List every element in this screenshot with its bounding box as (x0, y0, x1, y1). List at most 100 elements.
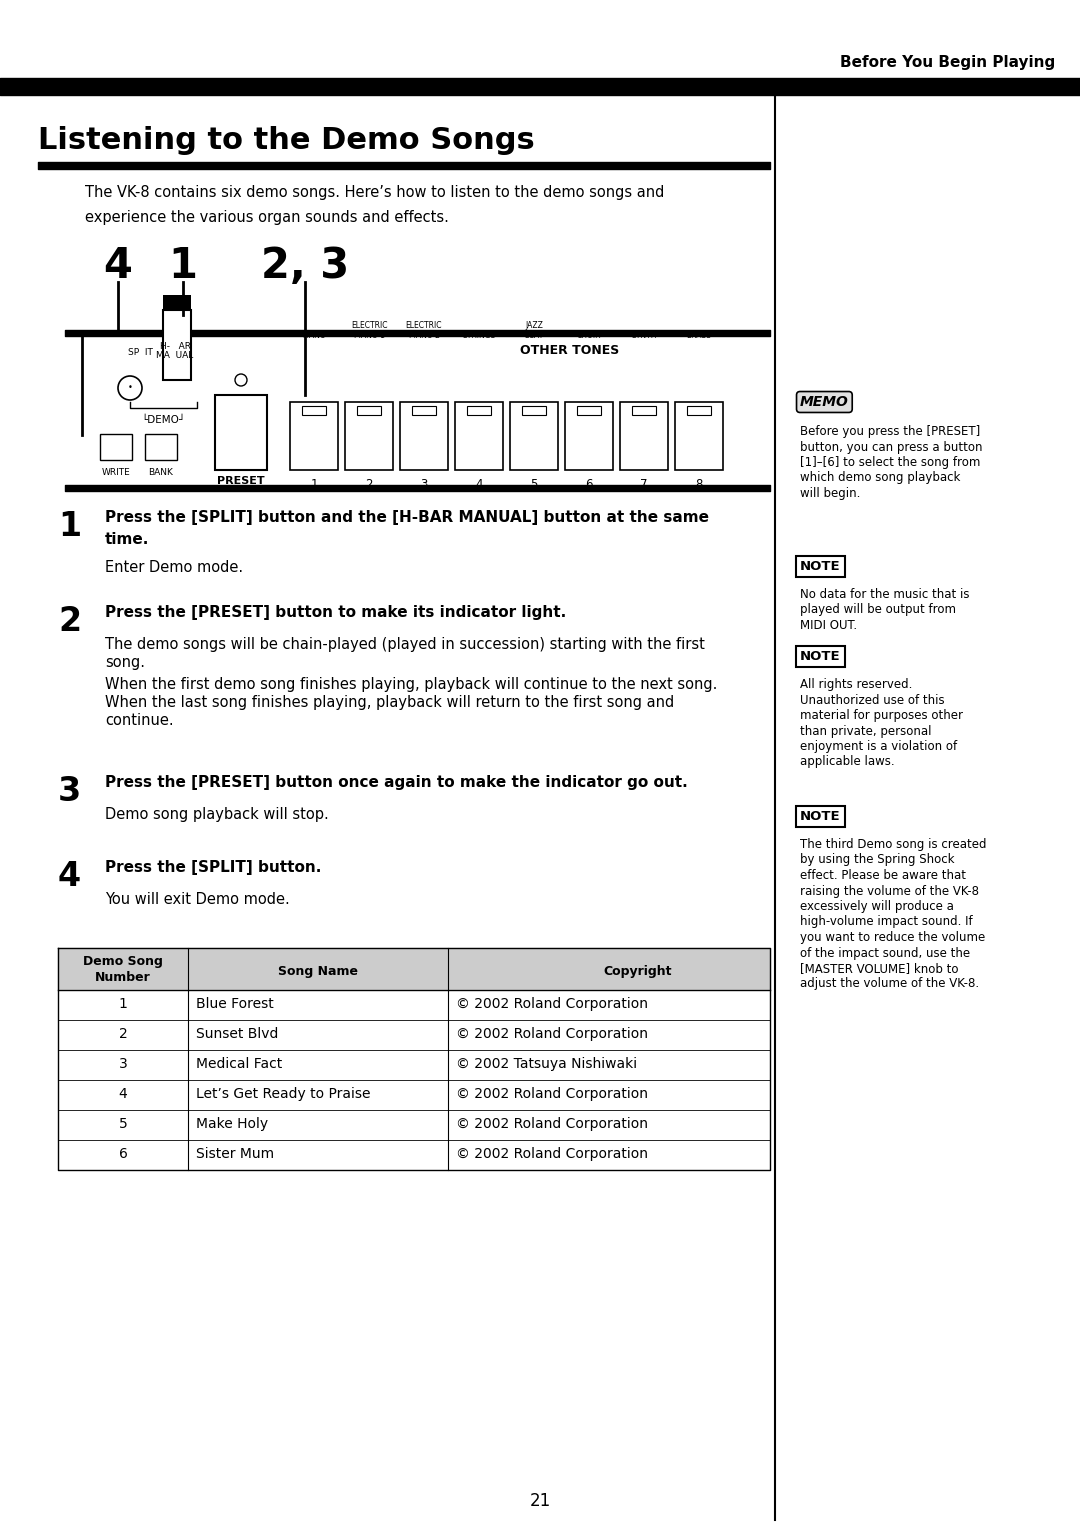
Text: Demo Song
Number: Demo Song Number (83, 955, 163, 984)
Text: 3: 3 (119, 1057, 127, 1071)
Text: Medical Fact: Medical Fact (195, 1057, 282, 1071)
Bar (302, 406, 326, 416)
Text: 3: 3 (58, 775, 81, 808)
Text: by using the Spring Shock: by using the Spring Shock (800, 854, 955, 866)
Bar (357, 406, 381, 416)
Text: 7: 7 (640, 478, 648, 490)
Text: When the first demo song finishes playing, playback will continue to the next so: When the first demo song finishes playin… (105, 677, 717, 692)
Text: 4: 4 (104, 244, 133, 287)
Bar (291, 402, 338, 471)
Text: 1: 1 (58, 510, 81, 542)
Bar (522, 406, 546, 416)
Text: 4: 4 (475, 478, 483, 490)
Text: than private, personal: than private, personal (800, 724, 931, 738)
Text: [1]–[6] to select the song from: [1]–[6] to select the song from (800, 455, 981, 469)
Text: H-   AR: H- AR (160, 342, 190, 351)
Text: 5: 5 (530, 478, 538, 490)
Text: material for purposes other: material for purposes other (800, 709, 963, 723)
Bar (163, 295, 191, 310)
Text: © 2002 Roland Corporation: © 2002 Roland Corporation (456, 996, 648, 1012)
Text: Let’s Get Ready to Praise: Let’s Get Ready to Praise (195, 1086, 370, 1102)
Text: 2: 2 (365, 478, 373, 490)
Text: Enter Demo mode.: Enter Demo mode. (105, 559, 243, 575)
Text: played will be output from: played will be output from (800, 604, 956, 616)
Text: OTHER TONES: OTHER TONES (521, 344, 620, 358)
Text: 4: 4 (119, 1086, 127, 1102)
Text: When the last song finishes playing, playback will return to the first song and: When the last song finishes playing, pla… (105, 695, 674, 711)
Circle shape (235, 374, 247, 387)
Text: 4: 4 (58, 860, 81, 892)
Bar (145, 434, 177, 460)
Text: ELECTRIC
PIANO 2: ELECTRIC PIANO 2 (406, 321, 442, 341)
Text: You will exit Demo mode.: You will exit Demo mode. (105, 892, 289, 908)
Bar (467, 406, 491, 416)
Text: button, you can press a button: button, you can press a button (800, 440, 983, 454)
Text: high-volume impact sound. If: high-volume impact sound. If (800, 915, 973, 929)
Text: BANK: BANK (149, 468, 174, 477)
Text: The VK-8 contains six demo songs. Here’s how to listen to the demo songs and: The VK-8 contains six demo songs. Here’s… (85, 185, 664, 200)
Text: Before you press the [PRESET]: Before you press the [PRESET] (800, 425, 981, 439)
Text: Unauthorized use of this: Unauthorized use of this (800, 694, 945, 706)
Text: BRASS: BRASS (687, 332, 712, 341)
Text: you want to reduce the volume: you want to reduce the volume (800, 931, 985, 944)
Text: Blue Forest: Blue Forest (195, 996, 273, 1012)
Text: Demo song playback will stop.: Demo song playback will stop. (105, 807, 328, 822)
Text: Press the [SPLIT] button.: Press the [SPLIT] button. (105, 860, 322, 876)
Text: Make Holy: Make Holy (195, 1117, 268, 1131)
Text: 3: 3 (420, 478, 428, 490)
Text: JAZZ
SCAT: JAZZ SCAT (525, 321, 543, 341)
Text: Sister Mum: Sister Mum (195, 1148, 274, 1161)
Text: └DEMO┘: └DEMO┘ (140, 416, 185, 425)
Bar (345, 402, 393, 471)
Bar (632, 406, 656, 416)
Text: 1: 1 (119, 996, 127, 1012)
Text: WRITE: WRITE (102, 468, 131, 477)
Text: SYNTH: SYNTH (631, 332, 657, 341)
Text: PRESET: PRESET (217, 477, 265, 486)
Text: NOTE: NOTE (800, 559, 840, 573)
Bar (510, 402, 558, 471)
Text: 21: 21 (529, 1491, 551, 1510)
Bar (215, 396, 267, 471)
Text: 2: 2 (58, 605, 81, 639)
Bar (577, 406, 600, 416)
Bar (455, 402, 503, 471)
Text: 8: 8 (696, 478, 703, 490)
Text: Before You Begin Playing: Before You Begin Playing (840, 55, 1055, 69)
Bar (620, 402, 669, 471)
Text: PIANO: PIANO (302, 332, 326, 341)
Bar (163, 310, 191, 380)
Text: MEMO: MEMO (800, 396, 849, 410)
Text: SP  IT: SP IT (127, 348, 152, 358)
Text: enjoyment is a violation of: enjoyment is a violation of (800, 740, 957, 753)
Text: MA  UAL: MA UAL (157, 351, 193, 361)
Text: STRINGS: STRINGS (462, 332, 496, 341)
Bar (687, 406, 711, 416)
Text: © 2002 Roland Corporation: © 2002 Roland Corporation (456, 1027, 648, 1041)
Text: MIDI OUT.: MIDI OUT. (800, 619, 858, 633)
Text: will begin.: will begin. (800, 487, 861, 500)
Text: Press the [PRESET] button to make its indicator light.: Press the [PRESET] button to make its in… (105, 605, 566, 620)
Text: Press the [SPLIT] button and the [H-BAR MANUAL] button at the same: Press the [SPLIT] button and the [H-BAR … (105, 510, 708, 526)
Text: continue.: continue. (105, 714, 174, 727)
Text: Sunset Blvd: Sunset Blvd (195, 1027, 279, 1041)
Text: Copyright: Copyright (604, 966, 672, 978)
Bar (400, 402, 448, 471)
Text: experience the various organ sounds and effects.: experience the various organ sounds and … (85, 209, 449, 225)
Text: 2, 3: 2, 3 (261, 244, 349, 287)
Text: © 2002 Tatsuya Nishiwaki: © 2002 Tatsuya Nishiwaki (456, 1057, 637, 1071)
Text: time.: time. (105, 532, 149, 547)
Text: Press the [PRESET] button once again to make the indicator go out.: Press the [PRESET] button once again to … (105, 775, 688, 790)
Text: [MASTER VOLUME] knob to: [MASTER VOLUME] knob to (800, 963, 959, 975)
Text: of the impact sound, use the: of the impact sound, use the (800, 946, 970, 960)
Bar (565, 402, 613, 471)
Text: •: • (127, 384, 133, 393)
Text: All rights reserved.: All rights reserved. (800, 678, 913, 691)
Text: adjust the volume of the VK-8.: adjust the volume of the VK-8. (800, 978, 980, 990)
Text: 2: 2 (119, 1027, 127, 1041)
Text: No data for the music that is: No data for the music that is (800, 588, 970, 601)
Text: raising the volume of the VK-8: raising the volume of the VK-8 (800, 885, 978, 897)
Text: applicable laws.: applicable laws. (800, 755, 894, 769)
Text: 1: 1 (310, 478, 318, 490)
Text: CHOIR: CHOIR (577, 332, 602, 341)
